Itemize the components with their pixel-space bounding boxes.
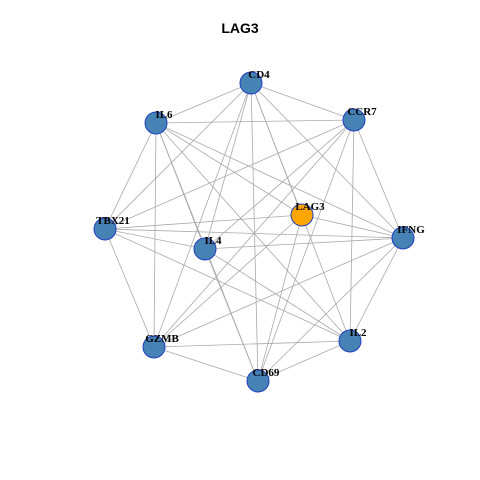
edge-lag3-tbx21	[104, 214, 303, 230]
edge-ccr7-il4	[204, 119, 355, 250]
edge-il6-lag3	[155, 122, 303, 216]
edge-cd4-gzmb	[153, 82, 252, 348]
node-il2[interactable]	[338, 329, 362, 353]
edge-il2-cd69	[257, 340, 351, 382]
node-tbx21[interactable]	[93, 217, 117, 241]
edge-gzmb-il2	[153, 340, 351, 348]
label-layer: CD4 CCR7 IL6 LAG3 TBX21 IL4 IFNG GZMB IL2 CD69	[96, 69, 425, 379]
node-il6[interactable]	[144, 111, 168, 135]
edge-il6-ifng	[155, 122, 404, 239]
edge-cd4-il6	[155, 82, 252, 124]
edge-ifng-il2	[349, 237, 404, 342]
node-label-ccr7: CCR7	[347, 106, 377, 118]
edge-tbx21-ifng	[104, 228, 404, 239]
node-label-cd69: CD69	[253, 367, 280, 379]
edge-cd4-ifng	[250, 82, 404, 239]
edge-lag3-cd69	[257, 214, 303, 382]
edge-il6-ccr7	[155, 119, 355, 124]
node-label-gzmb: GZMB	[145, 333, 179, 345]
edge-tbx21-il4	[104, 228, 206, 250]
node-label-il4: IL4	[204, 235, 222, 247]
edge-ifng-cd69	[257, 237, 404, 382]
edge-cd4-tbx21	[104, 82, 252, 230]
edge-ifng-gzmb	[153, 237, 404, 348]
edge-tbx21-gzmb	[104, 228, 155, 348]
node-label-il2: IL2	[349, 327, 367, 339]
edge-cd4-cd69	[250, 82, 259, 382]
edge-il6-il2	[155, 122, 351, 342]
edge-ccr7-il2	[349, 119, 355, 342]
node-il4[interactable]	[193, 237, 217, 261]
edge-ccr7-ifng	[353, 119, 404, 239]
edge-il4-il2	[204, 248, 351, 342]
node-label-cd4: CD4	[248, 69, 270, 81]
edge-il4-cd69	[204, 248, 259, 382]
edge-lag3-ifng	[301, 214, 404, 239]
node-ifng[interactable]	[391, 226, 415, 250]
edge-lag3-gzmb	[153, 214, 303, 348]
edge-tbx21-il2	[104, 228, 351, 342]
edge-il4-ifng	[204, 237, 404, 250]
node-lag3[interactable]	[290, 203, 314, 227]
graph-title: LAG3	[221, 20, 259, 36]
node-label-ifng: IFNG	[397, 224, 425, 236]
node-cd4[interactable]	[239, 71, 263, 95]
node-gzmb[interactable]	[142, 335, 166, 359]
node-label-il6: IL6	[155, 109, 173, 121]
edge-cd4-il4	[204, 82, 252, 250]
node-label-tbx21: TBX21	[96, 215, 130, 227]
edge-il6-tbx21	[104, 122, 157, 230]
node-ccr7[interactable]	[342, 108, 366, 132]
edge-cd4-ccr7	[250, 82, 355, 121]
edge-ccr7-cd69	[257, 119, 355, 382]
node-label-lag3: LAG3	[295, 201, 325, 213]
node-cd69[interactable]	[246, 369, 270, 393]
edge-layer	[104, 82, 404, 382]
node-layer	[93, 71, 415, 393]
edge-il6-gzmb	[153, 122, 157, 348]
edge-gzmb-cd69	[153, 346, 259, 382]
edge-ccr7-tbx21	[104, 119, 355, 230]
